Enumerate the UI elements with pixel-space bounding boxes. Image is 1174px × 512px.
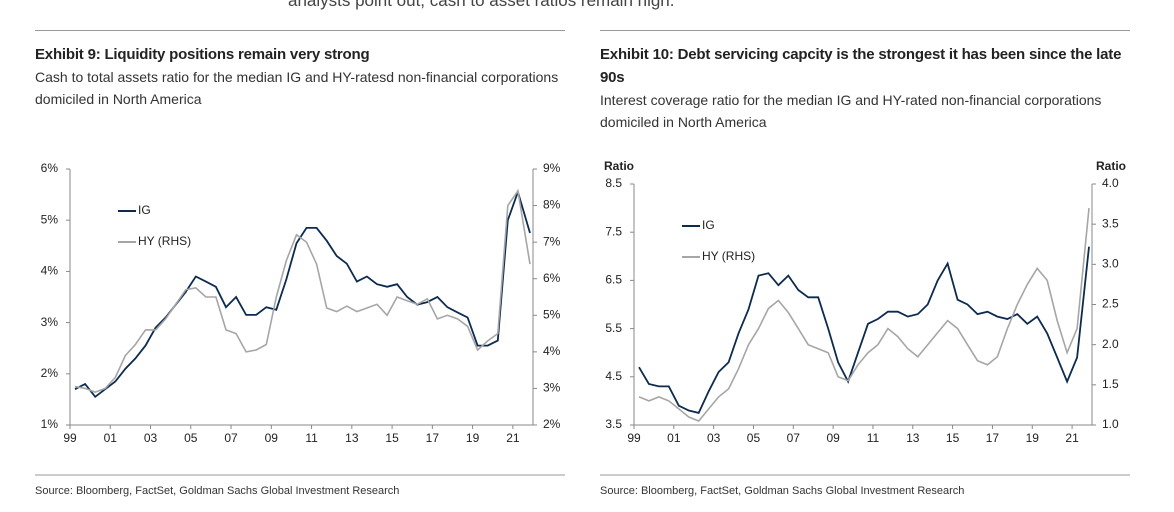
y2-tick-label: 3.5 (1102, 216, 1119, 230)
y-tick-label: 6.5 (605, 273, 622, 287)
y-tick-label: 2% (41, 366, 59, 380)
legend-label: HY (RHS) (138, 234, 191, 248)
y-tick-label: 5% (41, 212, 59, 226)
y2-tick-label: 1.5 (1102, 377, 1119, 391)
x-tick-label: 19 (466, 431, 480, 445)
chart-header: Exhibit 10: Debt servicing capcity is th… (600, 30, 1130, 133)
source: Source: Bloomberg, FactSet, Goldman Sach… (35, 485, 399, 497)
x-tick-label: 19 (1026, 431, 1040, 445)
x-tick-label: 13 (345, 431, 359, 445)
x-tick-label: 03 (144, 431, 158, 445)
data-line (638, 246, 1090, 414)
x-tick-label: 03 (707, 431, 721, 445)
x-tick-label: 09 (826, 431, 840, 445)
chart-title: Exhibit 10: Debt servicing capcity is th… (600, 46, 1122, 86)
y-tick-label: 3% (41, 315, 59, 329)
y2-tick-label: 9% (543, 161, 561, 175)
legend-label: HY (RHS) (702, 249, 755, 263)
x-tick-label: 05 (747, 431, 761, 445)
x-tick-label: 05 (184, 431, 198, 445)
y-tick-label: 7.5 (605, 224, 622, 238)
x-tick-label: 07 (224, 431, 238, 445)
intro-text: analysts point out, cash to asset ratios… (288, 0, 675, 10)
x-tick-label: 15 (385, 431, 399, 445)
x-tick-label: 07 (787, 431, 801, 445)
x-tick-label: 01 (667, 431, 681, 445)
y-tick-label: 8.5 (605, 176, 622, 190)
source: Source: Bloomberg, FactSet, Goldman Sach… (600, 485, 964, 497)
legend-label: IG (702, 218, 715, 232)
x-tick-label: 17 (986, 431, 1000, 445)
data-line (74, 188, 531, 393)
x-tick-label: 99 (63, 431, 77, 445)
x-tick-label: 99 (627, 431, 641, 445)
x-tick-label: 15 (946, 431, 960, 445)
y-tick-label: 1% (41, 417, 59, 431)
chart-title: Exhibit 9: Liquidity positions remain ve… (35, 46, 370, 63)
y2-tick-label: 3% (543, 381, 561, 395)
x-tick-label: 09 (265, 431, 279, 445)
x-tick-label: 21 (1065, 431, 1079, 445)
y2-tick-label: 1.0 (1102, 417, 1119, 431)
y-tick-label: 5.5 (605, 321, 622, 335)
y2-axis-label: Ratio (1096, 159, 1126, 173)
y-tick-label: 6% (41, 161, 59, 175)
y2-tick-label: 6% (543, 271, 561, 285)
y-tick-label: 3.5 (605, 417, 622, 431)
x-tick-label: 01 (104, 431, 118, 445)
legend-label: IG (138, 203, 151, 217)
x-tick-label: 11 (867, 431, 880, 445)
chart-subtitle: Cash to total assets ratio for the media… (35, 69, 559, 107)
y2-tick-label: 7% (543, 234, 561, 248)
x-tick-label: 21 (506, 431, 520, 445)
y2-tick-label: 3.0 (1102, 257, 1119, 271)
y2-tick-label: 4% (543, 344, 561, 358)
y2-tick-label: 2.0 (1102, 337, 1119, 351)
data-line (638, 208, 1090, 422)
y2-tick-label: 4.0 (1102, 176, 1119, 190)
chart-header: Exhibit 9: Liquidity positions remain ve… (35, 30, 565, 110)
y-axis-label: Ratio (604, 159, 634, 173)
y2-tick-label: 5% (543, 307, 561, 321)
y2-tick-label: 8% (543, 198, 561, 212)
x-tick-label: 13 (906, 431, 920, 445)
x-tick-label: 11 (305, 431, 318, 445)
y-tick-label: 4% (41, 264, 59, 278)
x-tick-label: 17 (426, 431, 440, 445)
chart-subtitle: Interest coverage ratio for the median I… (600, 92, 1102, 130)
y2-tick-label: 2.5 (1102, 297, 1119, 311)
y2-tick-label: 2% (543, 417, 561, 431)
y-tick-label: 4.5 (605, 369, 622, 383)
data-line (74, 189, 531, 399)
